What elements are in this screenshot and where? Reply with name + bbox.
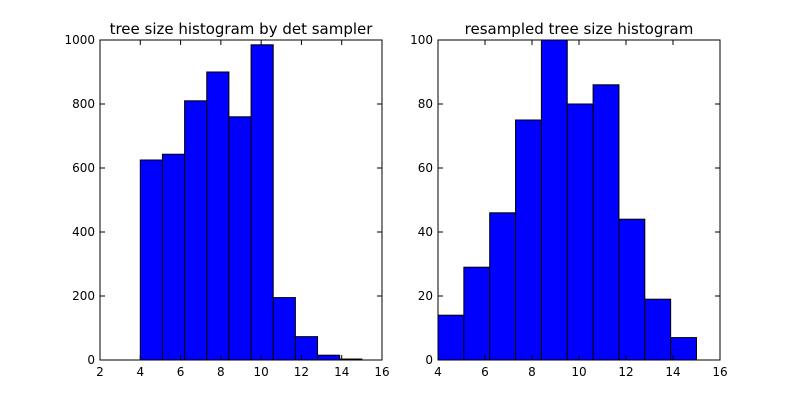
x-tick-label: 2 xyxy=(96,365,104,379)
y-tick-label: 1000 xyxy=(64,33,95,47)
histogram-bar xyxy=(515,119,542,361)
chart-title: resampled tree size histogram xyxy=(465,20,694,38)
x-tick-label: 8 xyxy=(217,365,225,379)
histogram-bar xyxy=(228,116,252,361)
histogram-bar xyxy=(592,84,620,361)
histogram-bar xyxy=(566,103,594,361)
histogram-bar xyxy=(463,266,491,361)
y-tick-label: 60 xyxy=(418,161,433,175)
x-tick-label: 16 xyxy=(374,365,389,379)
histogram-bar xyxy=(644,298,672,361)
plot-frame xyxy=(99,39,383,361)
x-tick-label: 6 xyxy=(177,365,185,379)
chart-title: tree size histogram by det sampler xyxy=(110,20,374,38)
x-tick-label: 12 xyxy=(294,365,309,379)
x-tick-label: 4 xyxy=(136,365,144,379)
histogram-bar xyxy=(184,100,208,361)
histogram-bar xyxy=(294,336,319,361)
y-tick-label: 800 xyxy=(72,97,95,111)
y-tick-label: 0 xyxy=(87,353,95,367)
histogram-bar xyxy=(618,218,646,361)
histogram-bar xyxy=(139,159,163,361)
x-tick-label: 16 xyxy=(712,365,727,379)
right-histogram: 4 6 8 10 12 14 16 0 20 40 60 80 100 resampled tree si… xyxy=(410,20,728,379)
left-histogram: 2 4 6 8 10 12 14 16 0 200 400 600 800 1000 tree size h… xyxy=(64,20,389,379)
histogram-bar xyxy=(206,71,230,361)
histogram-bar xyxy=(317,354,341,361)
y-tick-label: 0 xyxy=(425,353,433,367)
x-tick-label: 14 xyxy=(665,365,680,379)
x-tick-label: 8 xyxy=(528,365,536,379)
histogram-bar xyxy=(489,212,517,361)
y-tick-label: 20 xyxy=(418,289,433,303)
histogram-bar xyxy=(161,153,186,361)
histogram-bar xyxy=(437,314,465,361)
histogram-bar xyxy=(250,44,274,361)
x-tick-label: 12 xyxy=(618,365,633,379)
y-tick-label: 40 xyxy=(418,225,433,239)
histogram-bar xyxy=(540,39,568,361)
y-tick-label: 200 xyxy=(72,289,95,303)
y-tick-label: 100 xyxy=(410,33,433,47)
y-tick-label: 600 xyxy=(72,161,95,175)
histogram-bar xyxy=(670,337,698,361)
x-tick-label: 14 xyxy=(334,365,349,379)
y-tick-label: 400 xyxy=(72,225,95,239)
x-tick-label: 6 xyxy=(481,365,489,379)
x-tick-label: 4 xyxy=(434,365,442,379)
x-tick-label: 10 xyxy=(254,365,269,379)
y-tick-label: 80 xyxy=(418,97,433,111)
histogram-bar xyxy=(272,297,296,361)
x-tick-label: 10 xyxy=(571,365,586,379)
